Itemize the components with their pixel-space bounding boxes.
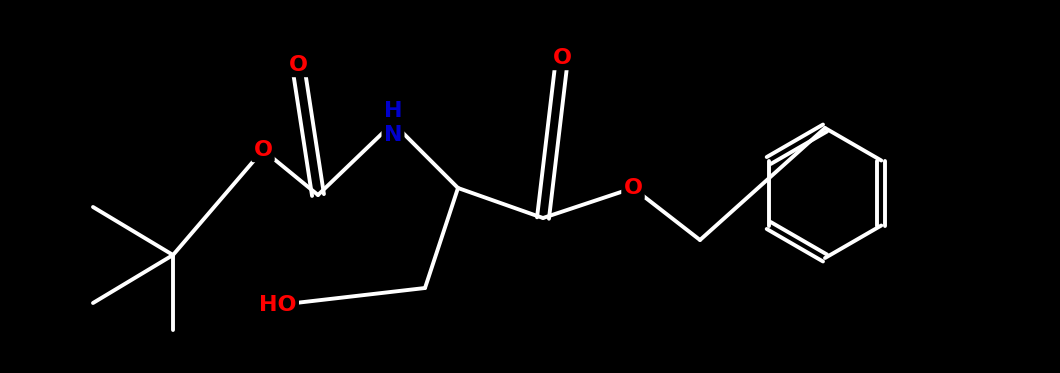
Text: O: O — [253, 140, 272, 160]
Text: HO: HO — [260, 295, 297, 315]
Text: H
N: H N — [384, 101, 402, 145]
Text: O: O — [552, 48, 571, 68]
Text: O: O — [288, 55, 307, 75]
Text: O: O — [623, 178, 642, 198]
